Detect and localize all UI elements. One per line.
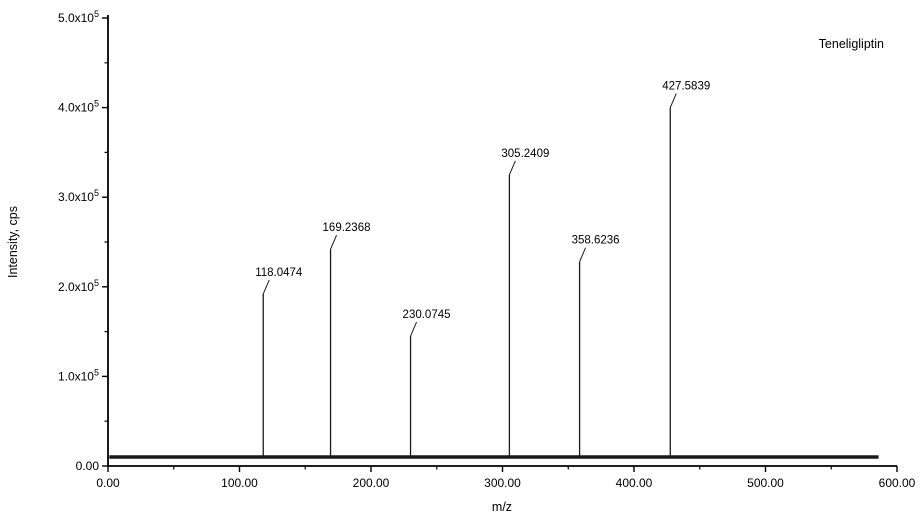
x-axis-title: m/z xyxy=(492,500,512,514)
plot-layer: 0.00 100.00 200.00 300.00 400.00 500.00 600.00… xyxy=(58,9,916,490)
x-tick-label: 200.00 xyxy=(353,476,390,490)
x-tick-label: 600.00 xyxy=(879,476,916,490)
peak-label: 305.2409 xyxy=(501,148,549,160)
peak-label: 118.0474 xyxy=(255,267,303,279)
x-tick-label: 100.00 xyxy=(221,476,258,490)
peak-label: 169.2368 xyxy=(323,222,371,234)
y-tick-label: 5.0x105 xyxy=(58,9,99,25)
peak-leader-line xyxy=(579,247,587,262)
x-tick-label: 500.00 xyxy=(747,476,784,490)
y-tick-label: 3.0x105 xyxy=(58,188,99,204)
y-tick-label: 4.0x105 xyxy=(58,99,99,115)
peak-label: 427.5839 xyxy=(662,81,710,93)
peak-label: 358.6236 xyxy=(572,235,620,247)
x-tick-label: 300.00 xyxy=(484,476,521,490)
peak-leader-line xyxy=(330,234,338,250)
compound-annotation: Teneligliptin xyxy=(819,37,884,51)
peak-leader-line xyxy=(669,93,677,108)
y-tick-label: 2.0x105 xyxy=(58,278,99,294)
peak-leader-line xyxy=(410,321,418,337)
y-tick-label: 0.00 xyxy=(76,459,100,473)
peak-label: 230.0745 xyxy=(403,309,451,321)
x-tick-label: 0.00 xyxy=(96,476,120,490)
peak-leader-line xyxy=(262,279,270,295)
y-tick-label: 1.0x105 xyxy=(58,367,99,383)
x-tick-label: 400.00 xyxy=(616,476,653,490)
peak-leader-line xyxy=(508,160,516,175)
y-axis-title: Intensity, cps xyxy=(6,206,20,278)
